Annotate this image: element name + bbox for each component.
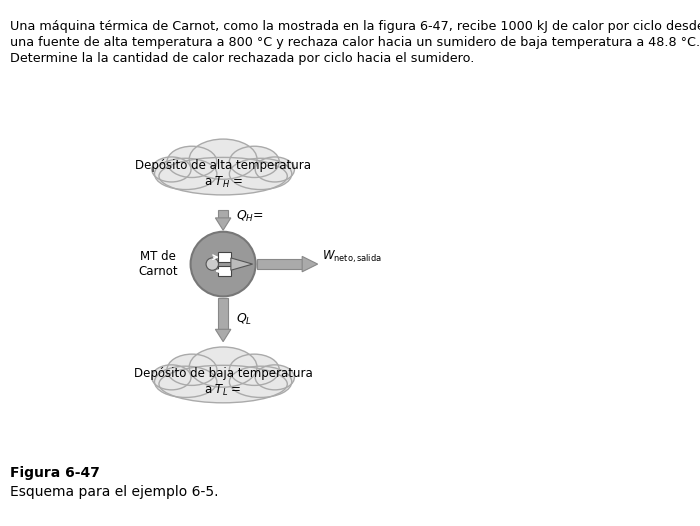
Polygon shape xyxy=(231,258,253,270)
FancyBboxPatch shape xyxy=(218,252,231,262)
Text: $Q_H$=: $Q_H$= xyxy=(235,208,263,224)
Text: Depósito de alta temperatura: Depósito de alta temperatura xyxy=(135,159,311,172)
Polygon shape xyxy=(218,210,228,218)
Text: Carnot: Carnot xyxy=(138,265,178,278)
Ellipse shape xyxy=(189,347,257,387)
Polygon shape xyxy=(302,256,318,272)
Text: a $T_H$ =: a $T_H$ = xyxy=(204,175,243,190)
Ellipse shape xyxy=(167,354,217,386)
Text: a $T_L$ =: a $T_L$ = xyxy=(204,383,241,398)
Ellipse shape xyxy=(167,146,217,177)
Ellipse shape xyxy=(159,157,287,195)
Text: $Q_L$: $Q_L$ xyxy=(235,312,252,327)
Ellipse shape xyxy=(256,365,295,390)
Text: Depósito de baja temperatura: Depósito de baja temperatura xyxy=(134,367,312,380)
Text: Determine la la cantidad de calor rechazada por ciclo hacia el sumidero.: Determine la la cantidad de calor rechaz… xyxy=(10,52,474,65)
Ellipse shape xyxy=(230,354,279,386)
Ellipse shape xyxy=(189,139,257,179)
FancyBboxPatch shape xyxy=(218,266,231,276)
Ellipse shape xyxy=(230,158,292,189)
Polygon shape xyxy=(218,298,228,329)
Circle shape xyxy=(206,258,218,270)
Polygon shape xyxy=(257,259,302,269)
Ellipse shape xyxy=(152,365,191,390)
Text: una fuente de alta temperatura a 800 °C y rechaza calor hacia un sumidero de baj: una fuente de alta temperatura a 800 °C … xyxy=(10,36,700,49)
Text: Esquema para el ejemplo 6-5.: Esquema para el ejemplo 6-5. xyxy=(10,484,218,499)
Text: MT de: MT de xyxy=(140,250,176,263)
Text: Una máquina térmica de Carnot, como la mostrada en la figura 6-47, recibe 1000 k: Una máquina térmica de Carnot, como la m… xyxy=(10,20,700,33)
Text: $W_{\mathrm{neto,salida}}$: $W_{\mathrm{neto,salida}}$ xyxy=(321,248,382,265)
Ellipse shape xyxy=(155,158,217,189)
Polygon shape xyxy=(216,218,231,230)
Polygon shape xyxy=(216,329,231,341)
Ellipse shape xyxy=(152,157,191,182)
Text: Figura 6-47: Figura 6-47 xyxy=(10,466,99,480)
Circle shape xyxy=(190,232,256,297)
Ellipse shape xyxy=(159,365,287,403)
Ellipse shape xyxy=(230,366,292,398)
Ellipse shape xyxy=(256,157,295,182)
Ellipse shape xyxy=(230,146,279,177)
Ellipse shape xyxy=(155,366,217,398)
